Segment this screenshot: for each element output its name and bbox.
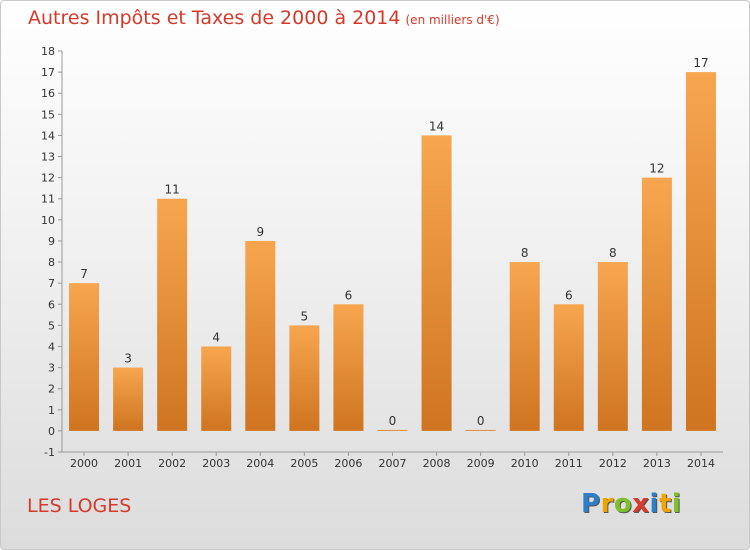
y-tick-label: 8	[48, 256, 55, 269]
y-tick-label: 16	[41, 87, 55, 100]
y-tick-label: -1	[44, 446, 55, 459]
chart-title-text: Autres Impôts et Taxes de 2000 à 2014	[28, 7, 401, 29]
data-label: 3	[124, 352, 132, 366]
bar	[157, 198, 188, 431]
x-tick-label: 2013	[643, 457, 671, 470]
bar	[245, 240, 276, 431]
bar	[641, 177, 672, 431]
x-tick-label: 2011	[555, 457, 583, 470]
y-tick-label: 2	[48, 383, 55, 396]
y-tick-label: 12	[41, 172, 55, 185]
bar	[421, 135, 452, 431]
data-label: 5	[301, 309, 309, 323]
data-label: 6	[345, 288, 353, 302]
bar	[113, 367, 144, 431]
data-label: 11	[165, 183, 180, 197]
data-label: 8	[521, 246, 529, 260]
data-label: 8	[609, 246, 617, 260]
x-tick-label: 2014	[687, 457, 715, 470]
y-tick-label: 3	[48, 362, 55, 375]
y-tick-label: 1	[48, 404, 55, 417]
x-tick-label: 2004	[246, 457, 274, 470]
y-tick-label: 13	[41, 151, 55, 164]
x-tick-label: 2006	[334, 457, 362, 470]
x-tick-label: 2009	[467, 457, 495, 470]
bar	[597, 262, 628, 431]
x-tick-label: 2002	[158, 457, 186, 470]
chart-title-unit: (en milliers d'€)	[405, 13, 500, 27]
bar	[69, 283, 100, 431]
y-tick-label: 18	[41, 45, 55, 58]
y-tick-label: 14	[41, 129, 55, 142]
proxiti-logo: Proxiti	[581, 489, 681, 519]
commune-name: LES LOGES	[27, 495, 132, 517]
logo-letter: i	[649, 489, 659, 519]
logo-letter: P	[581, 489, 601, 519]
data-label: 9	[256, 225, 264, 239]
bar	[509, 262, 540, 431]
y-tick-label: 7	[48, 277, 55, 290]
bar	[465, 429, 496, 431]
logo-letter: x	[632, 489, 650, 519]
y-tick-label: 10	[41, 214, 55, 227]
logo-letter: t	[658, 489, 672, 519]
data-label: 12	[649, 162, 664, 176]
data-label: 6	[565, 288, 573, 302]
data-label: 4	[212, 330, 220, 344]
y-tick-label: 5	[48, 319, 55, 332]
y-tick-label: 6	[48, 298, 55, 311]
y-tick-label: 9	[48, 235, 55, 248]
x-tick-label: 2007	[379, 457, 407, 470]
y-tick-label: 4	[48, 340, 55, 353]
bar	[685, 72, 716, 431]
x-tick-label: 2001	[114, 457, 142, 470]
x-tick-label: 2010	[511, 457, 539, 470]
logo-letter: r	[600, 489, 614, 519]
x-tick-label: 2000	[70, 457, 98, 470]
logo-letter: i	[671, 489, 682, 519]
data-label: 0	[389, 414, 397, 428]
y-tick-label: 11	[41, 193, 55, 206]
x-tick-label: 2012	[599, 457, 627, 470]
y-tick-label: 17	[41, 66, 55, 79]
bar	[201, 346, 232, 431]
y-tick-label: 15	[41, 108, 55, 121]
x-tick-label: 2005	[290, 457, 318, 470]
bar	[289, 325, 320, 431]
bar	[377, 429, 408, 431]
data-label: 0	[477, 414, 485, 428]
x-tick-label: 2008	[423, 457, 451, 470]
data-label: 7	[80, 267, 88, 281]
data-label: 17	[693, 56, 708, 70]
data-label: 14	[429, 119, 444, 133]
logo-letter: o	[613, 489, 633, 519]
chart-title: Autres Impôts et Taxes de 2000 à 2014 (en…	[28, 7, 500, 29]
bar	[553, 304, 584, 431]
y-tick-label: 0	[48, 425, 55, 438]
x-tick-label: 2003	[202, 457, 230, 470]
bar	[333, 304, 364, 431]
